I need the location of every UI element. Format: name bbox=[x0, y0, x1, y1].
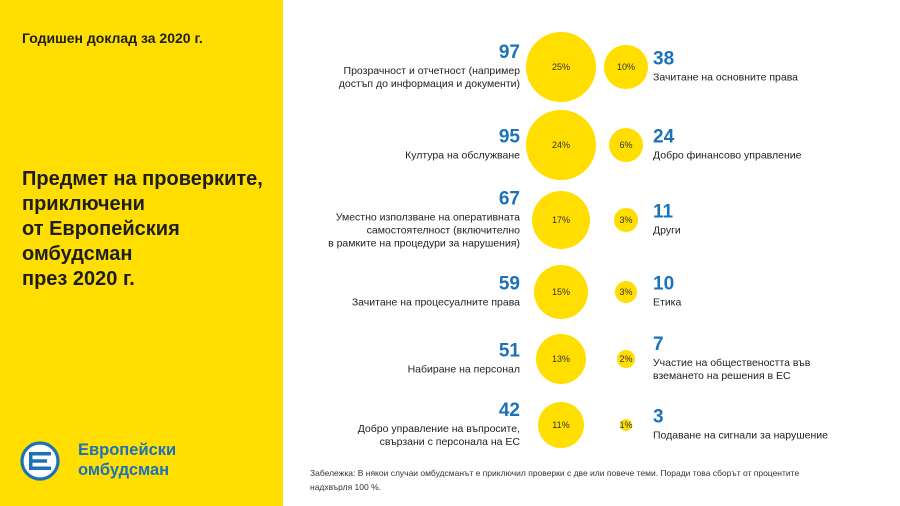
report-label: Годишен доклад за 2020 г. bbox=[22, 30, 203, 46]
right-category-block: 3 Подаване на сигнали за нарушение bbox=[653, 406, 828, 443]
bubble-percent-label: 3% bbox=[619, 286, 633, 297]
bubble-percent-label: 10% bbox=[616, 61, 635, 72]
european-ombudsman-logo-icon bbox=[20, 441, 60, 481]
logo-wordmark-line: Европейски bbox=[78, 441, 177, 459]
category-count: 95 bbox=[498, 126, 520, 148]
bubble-percent-label: 3% bbox=[619, 214, 633, 225]
logo-wordmark-line: омбудсман bbox=[78, 461, 170, 479]
category-label: Зачитане на основните права bbox=[653, 72, 798, 85]
category-label: Зачитане на процесуалните права bbox=[352, 297, 520, 310]
category-count: 10 bbox=[653, 273, 675, 295]
category-label-line: Прозрачност и отчетност (например bbox=[343, 65, 520, 77]
left-category-block: 95 Култура на обслужване bbox=[405, 126, 520, 163]
category-label: Добро финансово управление bbox=[653, 150, 801, 163]
category-label-line: Етика bbox=[653, 296, 682, 309]
chart-title-line: приключени bbox=[22, 193, 145, 215]
category-count: 7 bbox=[653, 334, 664, 355]
category-label-line: Зачитане на процесуалните права bbox=[351, 296, 520, 309]
category-label: Набиране на персонал bbox=[408, 364, 520, 377]
category-label-line: Подаване на сигнали за нарушение bbox=[653, 429, 828, 442]
chart-title-line: Предмет на проверките, bbox=[22, 168, 263, 190]
right-category-block: 38 Зачитане на основните права bbox=[653, 48, 798, 85]
right-category-block: 11 Други bbox=[653, 201, 681, 238]
logo-e-bar-bottom bbox=[29, 466, 51, 470]
category-label: Други bbox=[653, 225, 681, 238]
category-label-line: самостоятелност (включително bbox=[366, 224, 520, 237]
right-category-block: 10 Етика bbox=[653, 273, 681, 310]
left-category-block: 51 Набиране на персонал bbox=[408, 340, 520, 377]
bubble-percent-label: 24% bbox=[551, 139, 570, 150]
category-label-line: Добро финансово управление bbox=[653, 149, 802, 162]
chart-title: Предмет на проверките, приключени от Евр… bbox=[22, 167, 263, 292]
logo-e-bar-top bbox=[29, 452, 51, 456]
footnote: Забележка: В някои случаи омбудсманът е … bbox=[310, 466, 799, 494]
category-label-line: свързани с персонала на ЕС bbox=[379, 436, 520, 448]
bubble-percent-label: 6% bbox=[619, 139, 633, 150]
category-label: Подаване на сигнали за нарушение bbox=[653, 430, 828, 443]
category-label: Прозрачност и отчетност (например достъп … bbox=[339, 65, 520, 91]
category-label: Добро управление на въпросите, свързани с… bbox=[358, 423, 520, 449]
category-label-line: Зачитане на основните права bbox=[653, 71, 799, 84]
category-count: 42 bbox=[498, 400, 520, 421]
right-category-block: 24 Добро финансово управление bbox=[653, 126, 801, 163]
footnote-line: Забележка: В някои случаи омбудсманът е … bbox=[310, 468, 800, 478]
chart-title-line: през 2020 г. bbox=[22, 268, 135, 290]
category-label: Етика bbox=[653, 297, 681, 310]
right-bubble: 2% bbox=[616, 349, 636, 369]
bubble-percent-label: 17% bbox=[551, 214, 570, 225]
category-count: 59 bbox=[498, 273, 520, 295]
category-label: Участие на обществеността във вземането н… bbox=[653, 357, 810, 383]
chart-title-line: омбудсман bbox=[22, 243, 133, 265]
category-count: 3 bbox=[653, 406, 664, 428]
category-label: Уместно използване на оперативната самост… bbox=[328, 212, 520, 251]
left-bubble: 15% bbox=[533, 264, 589, 320]
left-category-block: 42 Добро управление на въпросите, свързани… bbox=[358, 401, 520, 449]
right-bubble: 10% bbox=[604, 45, 648, 89]
category-count: 38 bbox=[653, 48, 675, 70]
bubble-percent-label: 1% bbox=[619, 419, 633, 430]
category-label-line: Набиране на персонал bbox=[407, 363, 520, 376]
bubble-percent-label: 2% bbox=[619, 353, 633, 364]
left-bubble: 24% bbox=[526, 110, 596, 180]
category-count: 51 bbox=[498, 340, 520, 362]
bubble-percent-label: 13% bbox=[551, 353, 570, 364]
left-yellow-panel: Годишен доклад за 2020 г. Предмет на про… bbox=[0, 0, 283, 506]
category-label-line: Добро управление на въпросите, bbox=[357, 423, 520, 435]
chart-title-line: от Европейския bbox=[22, 218, 180, 240]
bubble-percent-label: 25% bbox=[551, 61, 570, 72]
category-label: Култура на обслужване bbox=[405, 150, 520, 163]
category-label-line: Други bbox=[653, 224, 681, 237]
logo-e-bar-middle bbox=[29, 459, 47, 463]
footnote-line: надхвърля 100 %. bbox=[310, 482, 382, 492]
category-label-line: достъп до информация и документи) bbox=[338, 78, 520, 90]
bubble-percent-label: 11% bbox=[552, 419, 570, 430]
right-category-block: 7 Участие на обществеността във вземането … bbox=[653, 335, 810, 383]
left-bubble: 17% bbox=[531, 190, 591, 250]
left-bubble: 11% bbox=[537, 401, 584, 448]
category-label-line: в рамките на процедури за нарушения) bbox=[328, 237, 520, 250]
category-label-line: вземането на решения в ЕС bbox=[653, 370, 791, 382]
category-count: 97 bbox=[498, 42, 520, 63]
right-bubble: 1% bbox=[619, 418, 633, 432]
bubble-chart: 25% 97 Прозрачност и отчетност (например до… bbox=[290, 0, 900, 460]
category-label-line: Култура на обслужване bbox=[405, 149, 520, 162]
left-bubble: 25% bbox=[526, 32, 596, 102]
right-bubble: 6% bbox=[608, 127, 644, 163]
bubble-percent-label: 15% bbox=[551, 286, 570, 297]
left-category-block: 59 Зачитане на процесуалните права bbox=[352, 273, 520, 310]
category-label-line: Участие на обществеността във bbox=[653, 357, 811, 369]
category-count: 67 bbox=[498, 188, 520, 210]
category-label-line: Уместно използване на оперативната bbox=[335, 211, 520, 224]
logo-wordmark: Европейски омбудсман bbox=[78, 440, 176, 480]
left-category-block: 97 Прозрачност и отчетност (например достъ… bbox=[339, 43, 520, 91]
left-bubble: 13% bbox=[535, 333, 587, 385]
category-count: 24 bbox=[653, 126, 675, 148]
category-count: 11 bbox=[653, 201, 674, 223]
left-category-block: 67 Уместно използване на оперативната само… bbox=[328, 188, 520, 251]
right-bubble: 3% bbox=[614, 280, 638, 304]
right-bubble: 3% bbox=[614, 208, 638, 232]
